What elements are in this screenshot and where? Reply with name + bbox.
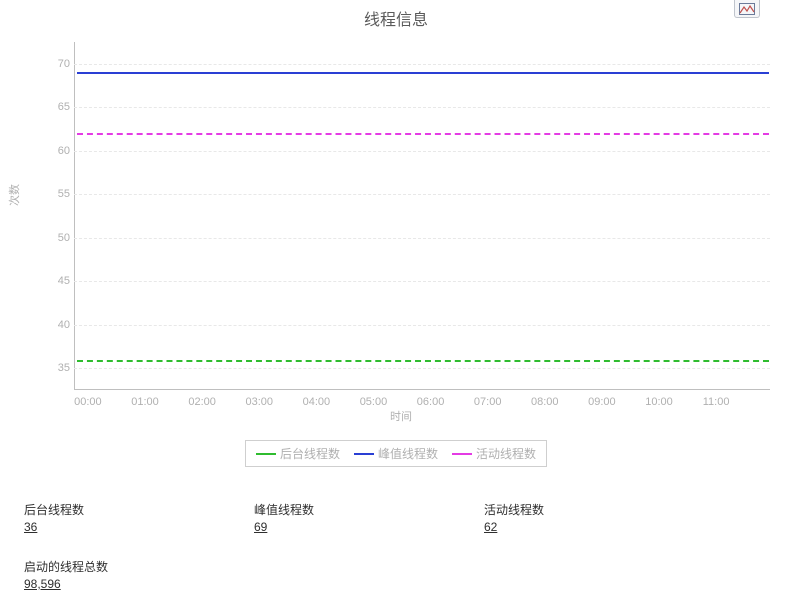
stat-value: 62 (484, 520, 714, 534)
stat-label: 启动的线程总数 (24, 558, 254, 575)
gridline (74, 151, 770, 152)
y-tick-label: 35 (46, 362, 70, 374)
legend-label: 活动线程数 (476, 445, 536, 462)
y-axis-label: 次数 (6, 184, 22, 206)
y-tick-label: 60 (46, 145, 70, 157)
stat-label: 活动线程数 (484, 501, 714, 518)
legend-label: 峰值线程数 (378, 445, 438, 462)
x-tick-label: 02:00 (188, 396, 216, 408)
x-tick-label: 11:00 (703, 396, 730, 408)
stat-value: 98,596 (24, 577, 254, 591)
y-tick-label: 40 (46, 319, 70, 331)
stat-item: 峰值线程数 69 (254, 501, 484, 534)
stat-label: 峰值线程数 (254, 501, 484, 518)
x-axis-label: 时间 (28, 408, 774, 424)
chart-export-icon[interactable] (734, 0, 760, 18)
stat-label: 后台线程数 (24, 501, 254, 518)
gridline (74, 194, 770, 195)
gridline (74, 64, 770, 65)
stat-value: 36 (24, 520, 254, 534)
gridline (74, 281, 770, 282)
legend-label: 后台线程数 (280, 445, 340, 462)
stat-item: 后台线程数 36 (24, 501, 254, 534)
legend-item: 后台线程数 (256, 445, 340, 462)
x-tick-label: 03:00 (245, 396, 273, 408)
gridline (74, 238, 770, 239)
x-tick-label: 07:00 (474, 396, 502, 408)
stat-value: 69 (254, 520, 484, 534)
stat-item: 启动的线程总数 98,596 (24, 558, 254, 591)
y-tick-label: 45 (46, 275, 70, 287)
y-tick-label: 55 (46, 188, 70, 200)
plot-region: 354045505560657000:0001:0002:0003:0004:0… (74, 42, 770, 390)
stats-grid: 后台线程数 36峰值线程数 69活动线程数 62 启动的线程总数 98,596 (24, 501, 792, 591)
x-tick-label: 05:00 (360, 396, 388, 408)
y-tick-label: 50 (46, 232, 70, 244)
x-tick-label: 06:00 (417, 396, 445, 408)
chart-title: 线程信息 (0, 0, 792, 34)
legend-swatch (256, 453, 276, 455)
x-tick-label: 09:00 (588, 396, 616, 408)
legend-swatch (452, 453, 472, 455)
gridline (74, 368, 770, 369)
y-tick-label: 65 (46, 101, 70, 113)
legend-item: 峰值线程数 (354, 445, 438, 462)
legend-swatch (354, 453, 374, 455)
chart-area: 次数 354045505560657000:0001:0002:0003:000… (28, 34, 774, 434)
x-tick-label: 08:00 (531, 396, 559, 408)
y-tick-label: 70 (46, 58, 70, 70)
series-line (77, 360, 769, 362)
legend: 后台线程数 峰值线程数 活动线程数 (245, 440, 547, 467)
x-tick-label: 01:00 (131, 396, 159, 408)
legend-item: 活动线程数 (452, 445, 536, 462)
series-line (77, 72, 769, 74)
series-line (77, 133, 769, 135)
stat-item: 活动线程数 62 (484, 501, 714, 534)
x-tick-label: 04:00 (303, 396, 331, 408)
x-tick-label: 10:00 (645, 396, 673, 408)
x-tick-label: 00:00 (74, 396, 102, 408)
gridline (74, 325, 770, 326)
gridline (74, 107, 770, 108)
